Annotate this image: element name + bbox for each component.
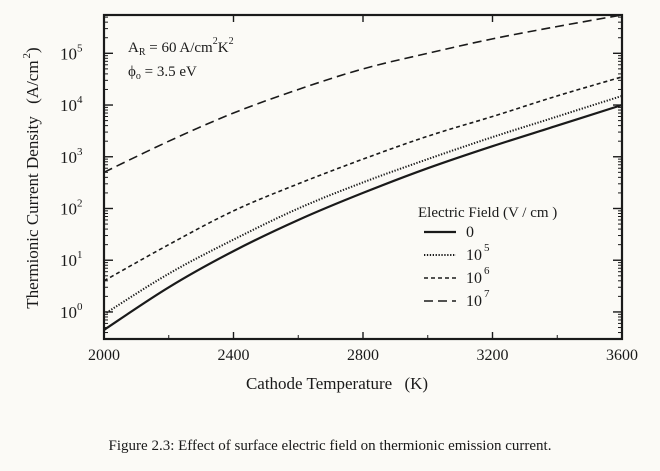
- x-axis-label-text: Cathode Temperature: [246, 374, 392, 393]
- y-tick-label: 100: [60, 301, 83, 322]
- x-axis-label: Cathode Temperature (K): [246, 374, 428, 393]
- y-tick-base: 10: [60, 148, 77, 167]
- x-tick-label: 2400: [218, 347, 250, 364]
- series-line-1: [103, 94, 623, 316]
- series-layer: [103, 14, 623, 331]
- y-tick-exp: 5: [77, 42, 83, 54]
- legend-entry-name: 10: [466, 293, 482, 310]
- legend-entry-exp: 5: [484, 242, 490, 254]
- y-tick-exp: 1: [77, 249, 83, 261]
- legend-entry-name: 10: [466, 270, 482, 287]
- x-tick-label: 2800: [347, 347, 379, 364]
- annotation-ar-k: K: [218, 40, 229, 56]
- y-tick-exp: 2: [77, 197, 83, 209]
- series-line-0: [103, 103, 623, 331]
- legend-entry-name: 10: [466, 247, 482, 264]
- legend-entry-1: 10 5: [466, 242, 490, 264]
- y-tick-exp: 0: [77, 301, 83, 313]
- legend-entry-0: 0: [466, 224, 474, 241]
- y-axis-label-unit-close: ): [23, 47, 42, 53]
- legend-entry-exp: 6: [484, 265, 490, 277]
- y-tick-base: 10: [60, 303, 77, 322]
- x-tick-label: 2000: [88, 347, 120, 364]
- series-line-3: [103, 14, 623, 174]
- y-tick-exp: 3: [77, 146, 83, 158]
- figure-caption: Figure 2.3: Effect of surface electric f…: [108, 438, 552, 454]
- y-tick-base: 10: [60, 96, 77, 115]
- annotation-phi: ϕo = 3.5 eV: [128, 64, 197, 82]
- annotation-ar-label: A: [128, 40, 139, 56]
- y-tick-base: 10: [60, 251, 77, 270]
- y-axis-label: Thermionic Current Density (A/cm2): [21, 47, 42, 308]
- y-axis-label-unit: (A/cm: [23, 60, 42, 103]
- y-axis-label-unit-exp: 2: [21, 53, 33, 59]
- y-tick-label: 101: [60, 249, 83, 270]
- y-tick-base: 10: [60, 199, 77, 218]
- annotation-ar-exp2: 2: [229, 36, 234, 47]
- y-tick-base: 10: [60, 44, 77, 63]
- y-tick-label: 104: [60, 94, 83, 115]
- annotation-ar-value: = 60 A/cm: [146, 40, 214, 56]
- x-tick-label: 3600: [606, 347, 638, 364]
- annotation-ar-sub: R: [139, 47, 146, 58]
- annotation-phi-value: = 3.5 eV: [141, 64, 197, 80]
- legend-entry-3: 10 7: [466, 288, 490, 310]
- y-axis-label-text: Thermionic Current Density: [23, 116, 42, 309]
- legend-entry-name: 0: [466, 224, 474, 241]
- legend-title: Electric Field (V / cm ): [418, 205, 557, 221]
- y-tick-label: 102: [60, 197, 83, 218]
- y-tick-label: 105: [60, 42, 83, 63]
- y-tick-label: 103: [60, 146, 83, 167]
- annotation-ar-exp1: 2: [213, 36, 218, 47]
- y-tick-exp: 4: [77, 94, 83, 106]
- annotation-ar: AR = 60 A/cm2K2: [128, 36, 234, 58]
- annotation-phi-label: ϕ: [128, 64, 136, 80]
- x-tick-label: 3200: [477, 347, 509, 364]
- series-line-2: [103, 76, 623, 282]
- annotation-phi-sub: o: [136, 71, 141, 82]
- x-axis-label-unit: (K): [404, 374, 428, 393]
- legend-entry-exp: 7: [484, 288, 490, 300]
- legend-entry-2: 10 6: [466, 265, 490, 287]
